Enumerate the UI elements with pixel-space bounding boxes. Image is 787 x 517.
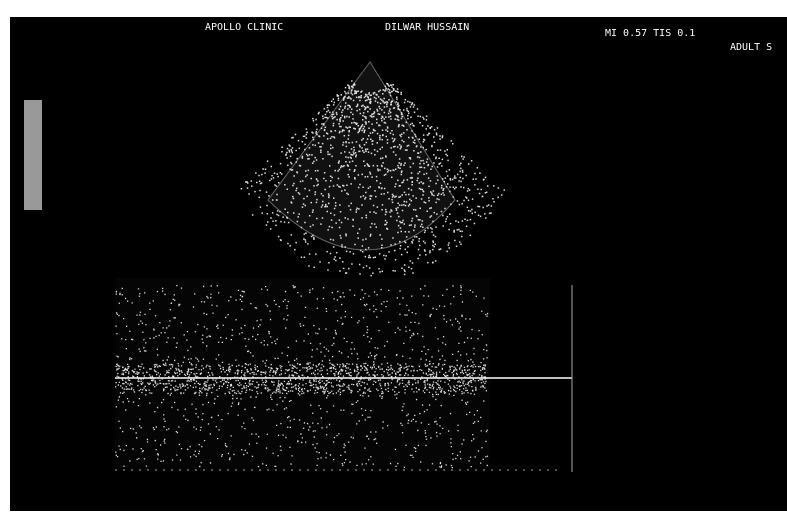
clinic-name: APOLLO CLINIC [205, 22, 283, 33]
preset: ADULT S [730, 42, 772, 53]
patient-name: DILWAR HUSSAIN [385, 22, 469, 33]
speckle [115, 80, 505, 469]
gray-scale-bar [24, 100, 42, 210]
speckle-dots [115, 80, 505, 469]
mechanical-index: MI 0.57 TIS 0.1 [605, 28, 695, 39]
